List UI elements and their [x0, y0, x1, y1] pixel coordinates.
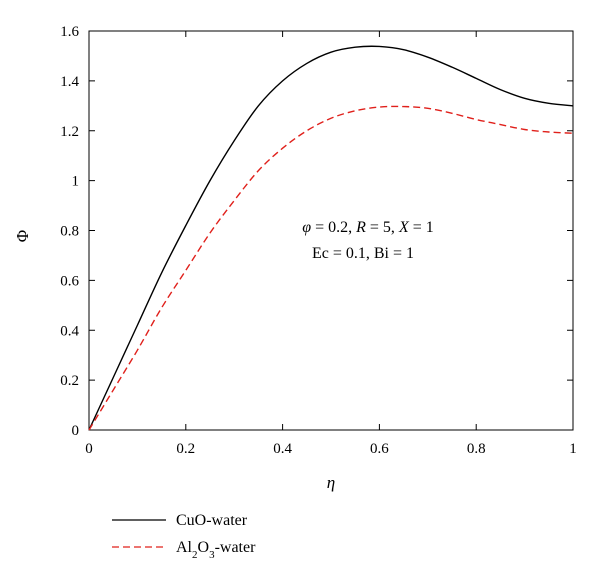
x-tick-label: 0.2 — [176, 441, 195, 457]
phi-value: = 0.2, — [311, 219, 356, 236]
y-tick-label: 1 — [72, 174, 80, 190]
x-tick-label: 0.6 — [370, 441, 389, 457]
r-value: = 5, — [366, 219, 399, 236]
series-line-cuo-water — [88, 45, 574, 431]
y-axis-title: Φ — [13, 230, 32, 242]
x-axis-title: η — [327, 473, 335, 492]
x-tick-label: 0.4 — [273, 441, 292, 457]
series-line-al2o3-water — [88, 105, 574, 431]
legend: CuO-water Al2O3-water — [112, 512, 256, 561]
al2o3-prefix: Al — [176, 539, 193, 556]
ticks: 0 0.2 0.4 0.6 0.8 1 0 0.2 0.4 0.6 0.8 1 1.2 1.4 1.6 — [60, 24, 577, 457]
al2o3-sub2: 3 — [209, 549, 215, 561]
annotation-params-line2: Ec = 0.1, Bi = 1 — [312, 245, 414, 262]
x-tick-label: 0 — [85, 441, 93, 457]
r-symbol: R — [355, 219, 366, 236]
y-tick-label: 1.4 — [60, 74, 79, 90]
y-tick-label: 0.8 — [60, 224, 79, 240]
phi-symbol: φ — [302, 219, 311, 236]
legend-label-al2o3: Al2O3-water — [176, 539, 256, 561]
y-tick-label: 0.4 — [60, 323, 79, 339]
x-symbol: X — [398, 219, 410, 236]
annotation-params-line1: φ = 0.2, R = 5, X = 1 — [302, 219, 434, 236]
al2o3-sub1: 2 — [192, 549, 198, 561]
al2o3-mid: O — [198, 539, 210, 556]
x-value: = 1 — [409, 219, 434, 236]
x-tick-label: 1 — [569, 441, 577, 457]
x-tick-label: 0.8 — [467, 441, 486, 457]
al2o3-suffix: -water — [215, 539, 257, 556]
y-tick-label: 0.6 — [60, 273, 79, 289]
legend-label-cuo: CuO-water — [176, 512, 248, 529]
y-tick-label: 1.2 — [60, 124, 79, 140]
y-tick-label: 0.2 — [60, 373, 79, 389]
y-tick-label: 0 — [72, 423, 80, 439]
series-layer — [88, 45, 574, 431]
y-tick-label: 1.6 — [60, 24, 79, 40]
